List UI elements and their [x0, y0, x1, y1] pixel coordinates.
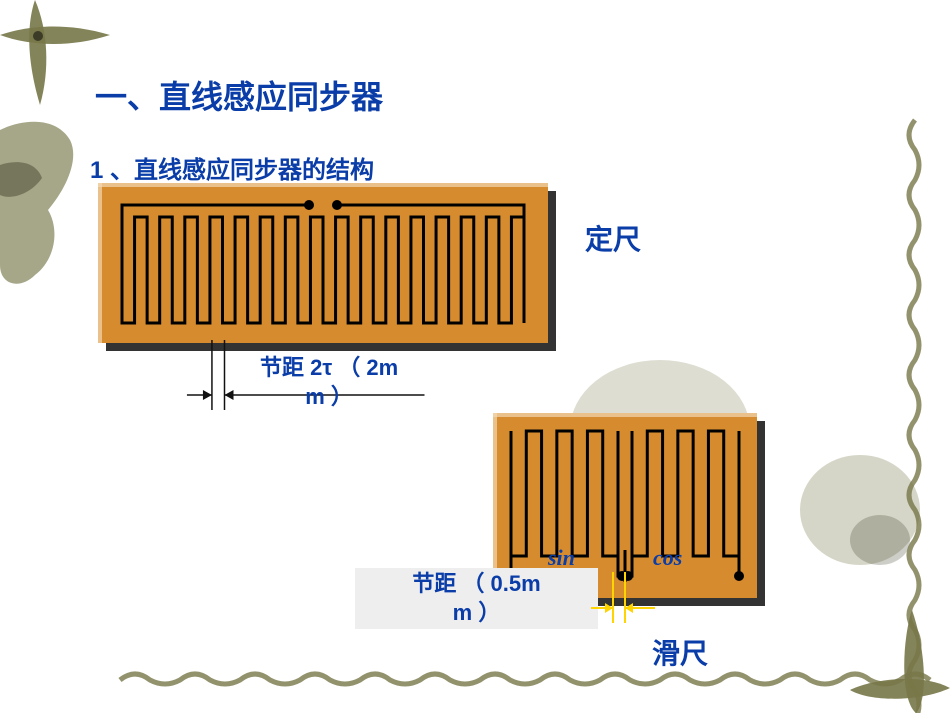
slider-scale-label: 滑尺: [652, 632, 708, 672]
fixed-scale-label: 定尺: [585, 218, 641, 258]
fixed-pitch-label: 节距 2τ （ 2mm ）: [260, 354, 398, 411]
section-subtitle: 1 、直线感应同步器的结构: [90, 155, 374, 186]
cos-label: cos: [653, 545, 682, 571]
page-title: 一、直线感应同步器: [95, 72, 383, 118]
slider-pitch-arrows: [585, 570, 675, 630]
fixed-scale-board: [98, 183, 566, 361]
slider-pitch-label: 节距 （ 0.5mm ）: [355, 568, 598, 629]
slide: 一、直线感应同步器 1 、直线感应同步器的结构 定尺 节距 2τ （ 2mm ）…: [0, 0, 950, 713]
